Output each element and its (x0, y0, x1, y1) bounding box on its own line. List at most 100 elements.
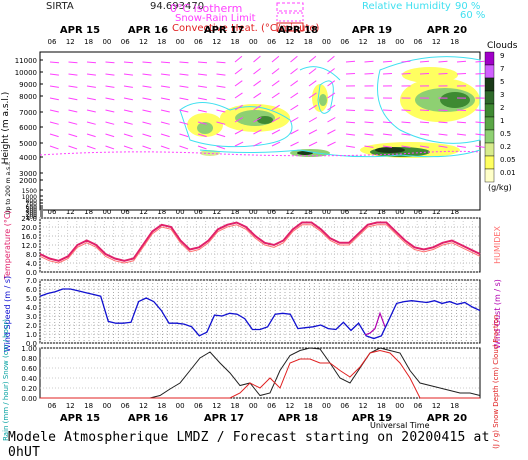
colorbar-label: 1 (500, 117, 504, 125)
wind-y-tick: 6.0 (26, 286, 37, 294)
colorbar-label: 3 (500, 91, 504, 99)
rain-y-tick: 0.60 (21, 365, 37, 373)
temperature-y-tick: 20.0 (21, 224, 37, 232)
temperature-y-tick: 12.0 (21, 242, 37, 250)
wind-panel: 7.06.05.04.03.02.01.00.0 (26, 277, 480, 348)
hour-label: 18 (450, 38, 459, 46)
hour-label: 06 (340, 402, 349, 410)
day-label: APR 18 (278, 413, 318, 424)
hour-label: 12 (285, 38, 294, 46)
day-label: APR 19 (352, 25, 392, 36)
cloud-y-tick: 8000 (19, 93, 37, 101)
hour-label: 18 (231, 38, 240, 46)
colorbar-swatch (485, 130, 494, 143)
wind-y-tick: 3.0 (26, 313, 37, 321)
hour-label: 18 (377, 38, 386, 46)
day-label: APR 17 (204, 25, 244, 36)
hour-label: 18 (84, 38, 93, 46)
cloud-ylabel-low: Up to 200 m a.s.l. (5, 161, 12, 214)
cloud-blob (257, 116, 273, 124)
wind-y-tick: 1.0 (26, 331, 37, 339)
hour-label: 18 (231, 402, 240, 410)
hour-label: 00 (102, 38, 111, 46)
day-label: APR 16 (128, 25, 168, 36)
colorbar-title: Clouds (487, 41, 518, 51)
hour-label: 00 (176, 402, 185, 410)
hour-label: 06 (121, 402, 130, 410)
hour-label: 12 (432, 38, 441, 46)
hour-label: 06 (414, 38, 423, 46)
colorbar-label: 7 (500, 65, 504, 73)
hour-label: 00 (395, 38, 404, 46)
colorbar-label: 0.01 (500, 169, 516, 177)
rain-y-tick: 0.00 (21, 395, 37, 403)
colorbar-swatch (485, 169, 494, 182)
hour-label: 00 (249, 38, 258, 46)
colorbar-swatch (485, 143, 494, 156)
temperature-y-tick: 8.0 (26, 251, 37, 259)
day-label: APR 15 (60, 25, 100, 36)
rain-y-tick: 0.40 (21, 375, 37, 383)
rain-ylabel: Rain (mm / hour) Snow (cm / hour) (2, 319, 10, 441)
hour-label: 18 (304, 402, 313, 410)
temperature-y-tick: 24.0 (21, 215, 37, 223)
temperature-y-tick: 16.0 (21, 233, 37, 241)
hour-label: 06 (121, 38, 130, 46)
wind-y-tick: 7.0 (26, 277, 37, 285)
colorbar-swatch (485, 65, 494, 78)
cloud-y-tick: 7000 (19, 109, 37, 117)
colorbar-label: 0.2 (500, 143, 511, 151)
day-label: APR 18 (278, 25, 318, 36)
hour-label: 12 (359, 38, 368, 46)
hour-label: 00 (176, 38, 185, 46)
day-label: APR 20 (427, 413, 467, 424)
hour-label: 00 (395, 402, 404, 410)
colorbar-swatch (485, 78, 494, 91)
hour-label: 18 (157, 402, 166, 410)
cloud-blob (402, 67, 458, 83)
rain-y-tick: 0.80 (21, 355, 37, 363)
colorbar-swatch (485, 104, 494, 117)
legend-rh-60: 60 % (460, 10, 485, 21)
colorbar-swatch (485, 156, 494, 169)
hour-label: 18 (450, 402, 459, 410)
hour-label: 06 (48, 402, 57, 410)
hour-label: 12 (139, 38, 148, 46)
hour-label: 06 (48, 38, 57, 46)
rain-y-tick: 1.00 (21, 345, 37, 353)
temperature-y-tick: 0.0 (26, 269, 37, 277)
day-label: APR 16 (128, 413, 168, 424)
hour-label: 18 (84, 402, 93, 410)
hour-label: 12 (66, 402, 75, 410)
hour-label: 06 (267, 402, 276, 410)
hour-label: 12 (285, 402, 294, 410)
temperature-panel: 24.020.016.012.08.04.00.0 (21, 215, 480, 277)
cloud-ylabel: Height (m a.s.l.) (1, 92, 11, 165)
cloud-blob (319, 94, 327, 106)
station-name: SIRTA (46, 1, 74, 12)
day-label: APR 17 (204, 413, 244, 424)
meteogram: SIRTA 94.693470 0°C isotherm Snow-Rain L… (0, 0, 528, 450)
universal-time-label: Universal Time (370, 421, 430, 430)
hour-label: 18 (304, 38, 313, 46)
hour-label: 18 (377, 402, 386, 410)
hour-label: 00 (102, 402, 111, 410)
colorbar-label: 5 (500, 78, 504, 86)
colorbar-label: 0.05 (500, 156, 516, 164)
snow-rain-key (277, 13, 303, 21)
cloud-blob (440, 92, 470, 108)
wind-y-tick: 2.0 (26, 322, 37, 330)
forecast-footer: Modele Atmospherique LMDZ / Forecast sta… (8, 430, 528, 460)
legend-rh: Relative Humidity (362, 1, 451, 12)
day-label: APR 15 (60, 413, 100, 424)
cloud-y-tick: 11000 (15, 57, 37, 65)
isotherm-key (277, 3, 303, 11)
hour-label: 00 (249, 402, 258, 410)
wind-y-tick: 4.0 (26, 304, 37, 312)
temperature-ylabel: Temperature (°C) (3, 210, 12, 280)
rain-panel: 1.000.800.600.400.200.00 (21, 345, 480, 403)
colorbar-swatch (485, 117, 494, 130)
hour-label: 06 (340, 38, 349, 46)
humidex-ylabel: HUMIDEX (493, 226, 502, 264)
